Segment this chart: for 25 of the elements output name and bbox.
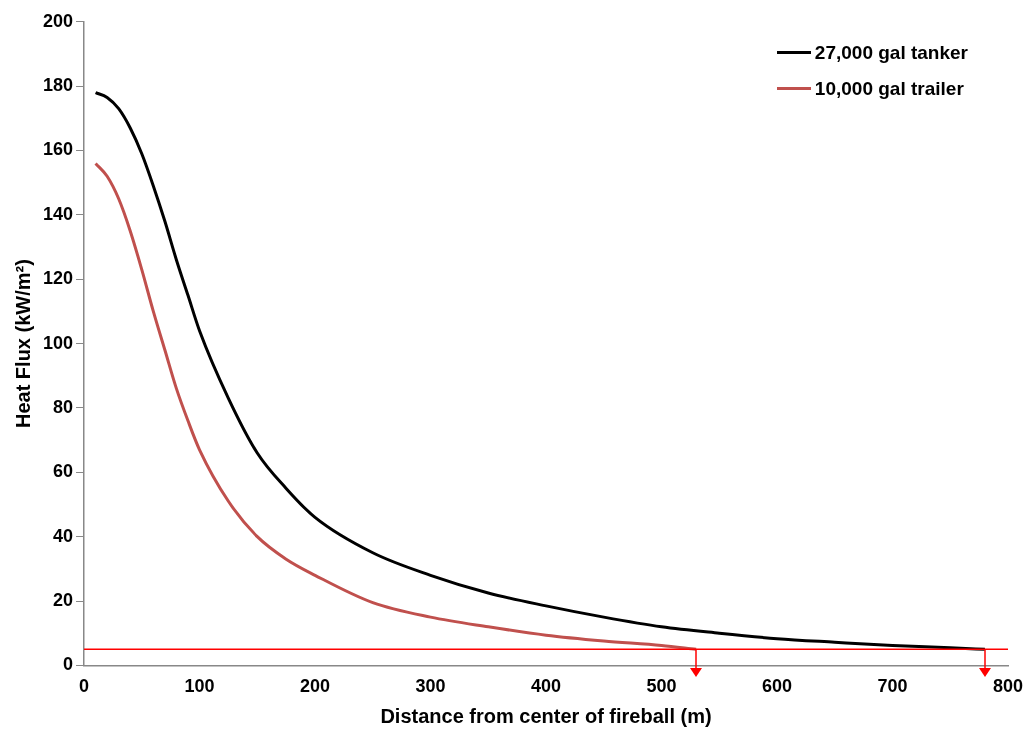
line-series xyxy=(94,161,698,651)
x-axis-title: Distance from center of fireball (m) xyxy=(380,704,712,727)
y-tick-label: 180 xyxy=(42,75,74,96)
y-tick-label: 160 xyxy=(42,139,74,160)
y-tick-label: 80 xyxy=(53,396,74,417)
y-tick-label: 20 xyxy=(53,590,74,611)
y-tick-label: 100 xyxy=(42,332,74,353)
x-tick-label: 0 xyxy=(79,676,90,697)
y-tick-label: 0 xyxy=(63,654,74,675)
x-tick-label: 300 xyxy=(415,676,446,697)
x-tick-label: 700 xyxy=(877,676,908,697)
y-tick-label: 120 xyxy=(42,268,74,289)
y-tick-label: 60 xyxy=(53,461,74,482)
x-tick-label: 200 xyxy=(300,676,331,697)
y-tick-label: 40 xyxy=(53,525,74,546)
x-tick-label: 800 xyxy=(992,676,1024,697)
x-tick-label: 500 xyxy=(646,676,677,697)
y-tick-label: 200 xyxy=(42,10,74,31)
x-tick-label: 600 xyxy=(761,676,793,697)
legend-label: 10,000 gal trailer xyxy=(814,77,964,100)
legend-label: 27,000 gal tanker xyxy=(814,41,968,64)
y-axis-title: Heat Flux (kW/m²) xyxy=(11,259,34,429)
y-tick-label: 140 xyxy=(42,203,74,224)
x-tick-label: 400 xyxy=(530,676,562,697)
x-tick-label: 100 xyxy=(184,676,215,697)
